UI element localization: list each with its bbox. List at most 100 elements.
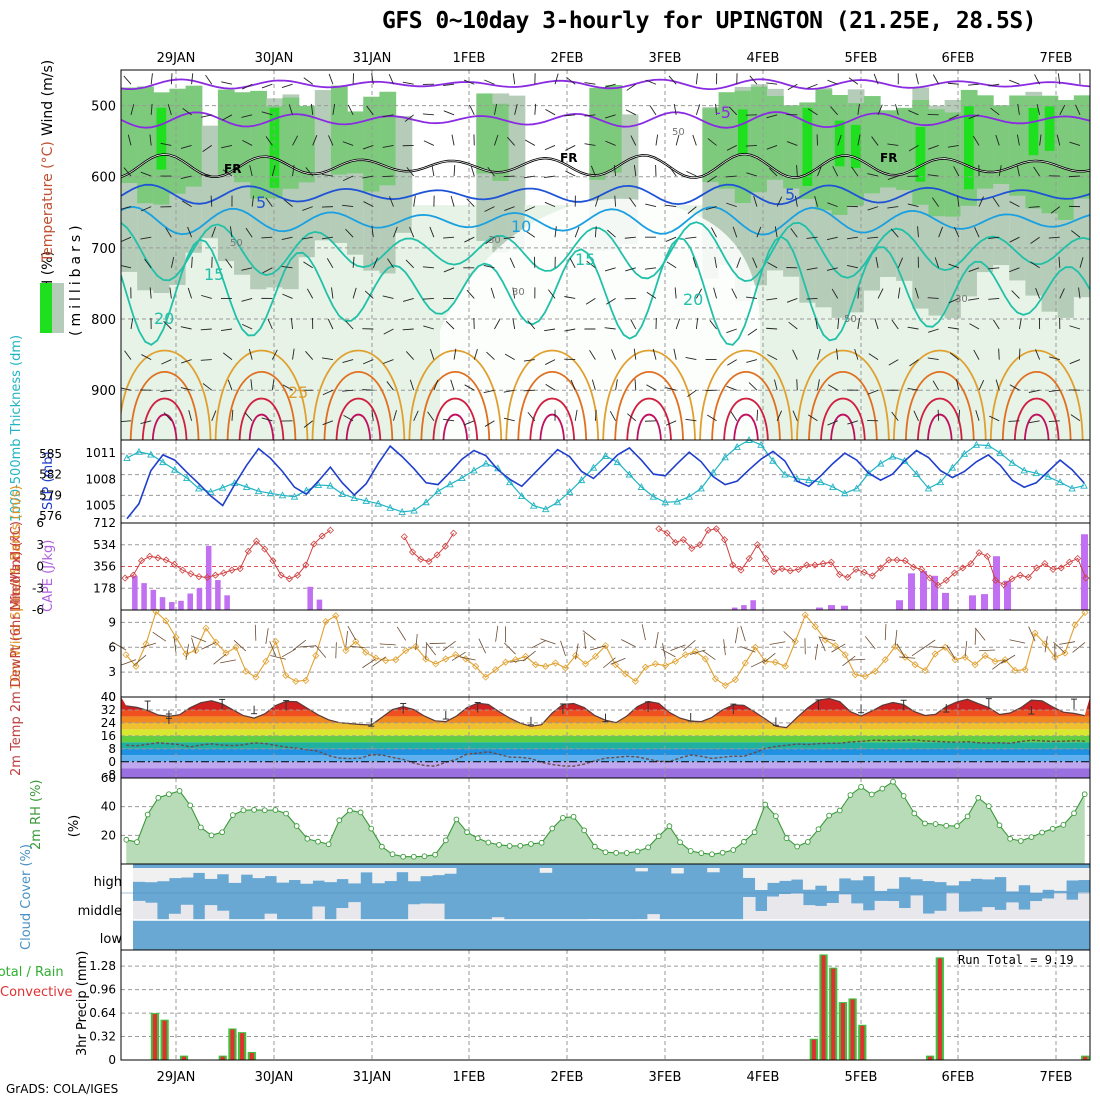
wind10m-barb <box>1009 639 1026 644</box>
wind-barb <box>1059 288 1065 299</box>
thickness-point <box>183 474 191 481</box>
wind10m-barb <box>974 628 977 645</box>
rh2m-point <box>496 841 502 848</box>
wind-barb <box>149 287 152 299</box>
thickness-point <box>960 449 969 457</box>
li-point <box>179 566 187 574</box>
rh2m-point <box>134 839 140 845</box>
thickness-point <box>888 452 897 460</box>
wind-barb <box>854 348 859 360</box>
wind-barb <box>665 420 677 426</box>
wind10m-barb <box>723 639 726 656</box>
wind-barb <box>887 175 899 180</box>
rh-fill <box>767 96 784 180</box>
wind-barb <box>245 227 253 238</box>
cloud-high <box>934 868 947 883</box>
thickness-point <box>1080 481 1088 489</box>
wind-barb <box>345 228 354 238</box>
wind-barb <box>363 201 374 208</box>
wind-barb <box>897 257 904 268</box>
wind-barb <box>221 81 233 85</box>
rh2m-point <box>687 848 694 854</box>
li-line <box>403 532 455 562</box>
isotherm-warm <box>420 371 491 440</box>
wind-barb <box>867 236 879 239</box>
rh-label: 30 <box>512 287 525 298</box>
wind-barb <box>685 236 697 239</box>
wind-barb <box>826 236 838 241</box>
wind-barb <box>890 228 899 238</box>
isotherm-warm <box>141 397 188 440</box>
wind-barb <box>362 359 374 365</box>
wind-barb <box>908 145 919 152</box>
wind-barb <box>726 145 737 151</box>
rh2m-point <box>538 839 545 846</box>
wind10m-barb <box>503 642 516 655</box>
cloud-high <box>180 868 194 878</box>
wind-barb <box>321 357 333 361</box>
wind10m-point <box>472 662 480 670</box>
wind-barb <box>163 412 172 422</box>
cloud-mid <box>1042 898 1055 920</box>
wind10m-barb <box>670 644 686 651</box>
cape-bar <box>215 580 221 610</box>
wind-barb <box>584 114 596 117</box>
wind-barb <box>564 328 576 332</box>
wind10m-point <box>452 651 460 659</box>
isotherm-warm <box>905 371 975 440</box>
wind-barb <box>630 319 637 330</box>
rh2m-point <box>155 794 162 801</box>
wind-barb <box>796 379 798 391</box>
thickness-point <box>254 487 263 495</box>
wind10m-axis-label: 10m Wind Speed & Barbs (m/s) <box>9 485 24 690</box>
rh2m-point <box>474 835 481 842</box>
wind-barb <box>303 77 313 85</box>
wind-barb <box>626 83 637 91</box>
temp-band <box>121 768 1090 778</box>
li-point <box>1016 571 1024 579</box>
wind-barb <box>634 379 637 391</box>
isotherm-label: FR <box>560 151 577 165</box>
wind-barb <box>386 381 394 391</box>
isotherm-warm <box>626 397 672 440</box>
cloud-mid <box>647 914 660 920</box>
wind-barb <box>281 83 293 89</box>
wind-barb <box>413 410 419 421</box>
cloud-high <box>874 868 888 891</box>
isotherm-warm <box>893 349 987 440</box>
precip-units-label: 3hr Precip (mm) <box>75 951 90 1056</box>
wind-barb <box>371 226 374 238</box>
wind10m-barb <box>362 658 376 669</box>
wind-barb <box>769 167 778 177</box>
wind-barb <box>382 175 394 178</box>
li-point <box>671 539 679 547</box>
wind10m-point <box>422 655 430 663</box>
thickness-point <box>841 489 849 497</box>
wind-barb <box>248 348 253 360</box>
wind10m-point <box>222 649 230 657</box>
cloud-high <box>1066 868 1079 881</box>
rh2m-point <box>762 801 769 808</box>
wind-barb <box>794 195 798 207</box>
wind-barb <box>364 290 374 299</box>
wind10m-point <box>192 647 200 655</box>
wind-barb <box>917 226 919 238</box>
thickness-point <box>338 490 347 497</box>
wind-barb <box>913 410 919 421</box>
thickness-point <box>1056 478 1064 486</box>
pressure-tick-label: 500 <box>91 100 116 115</box>
wind-barb <box>1028 206 1040 208</box>
wind10m-point <box>871 667 879 675</box>
wind-barb <box>222 169 233 177</box>
wind10m-point <box>432 660 440 668</box>
wind-barb <box>140 236 152 240</box>
wind10m-barb <box>929 646 946 649</box>
wind-barb <box>726 202 737 208</box>
wind10m-point <box>1001 656 1009 664</box>
wind-barb <box>292 135 299 146</box>
cloud-mid <box>946 892 959 920</box>
rh-fill <box>815 89 833 211</box>
li-point <box>679 536 688 544</box>
wind10m-point <box>482 673 490 681</box>
wind-barb <box>957 195 960 207</box>
